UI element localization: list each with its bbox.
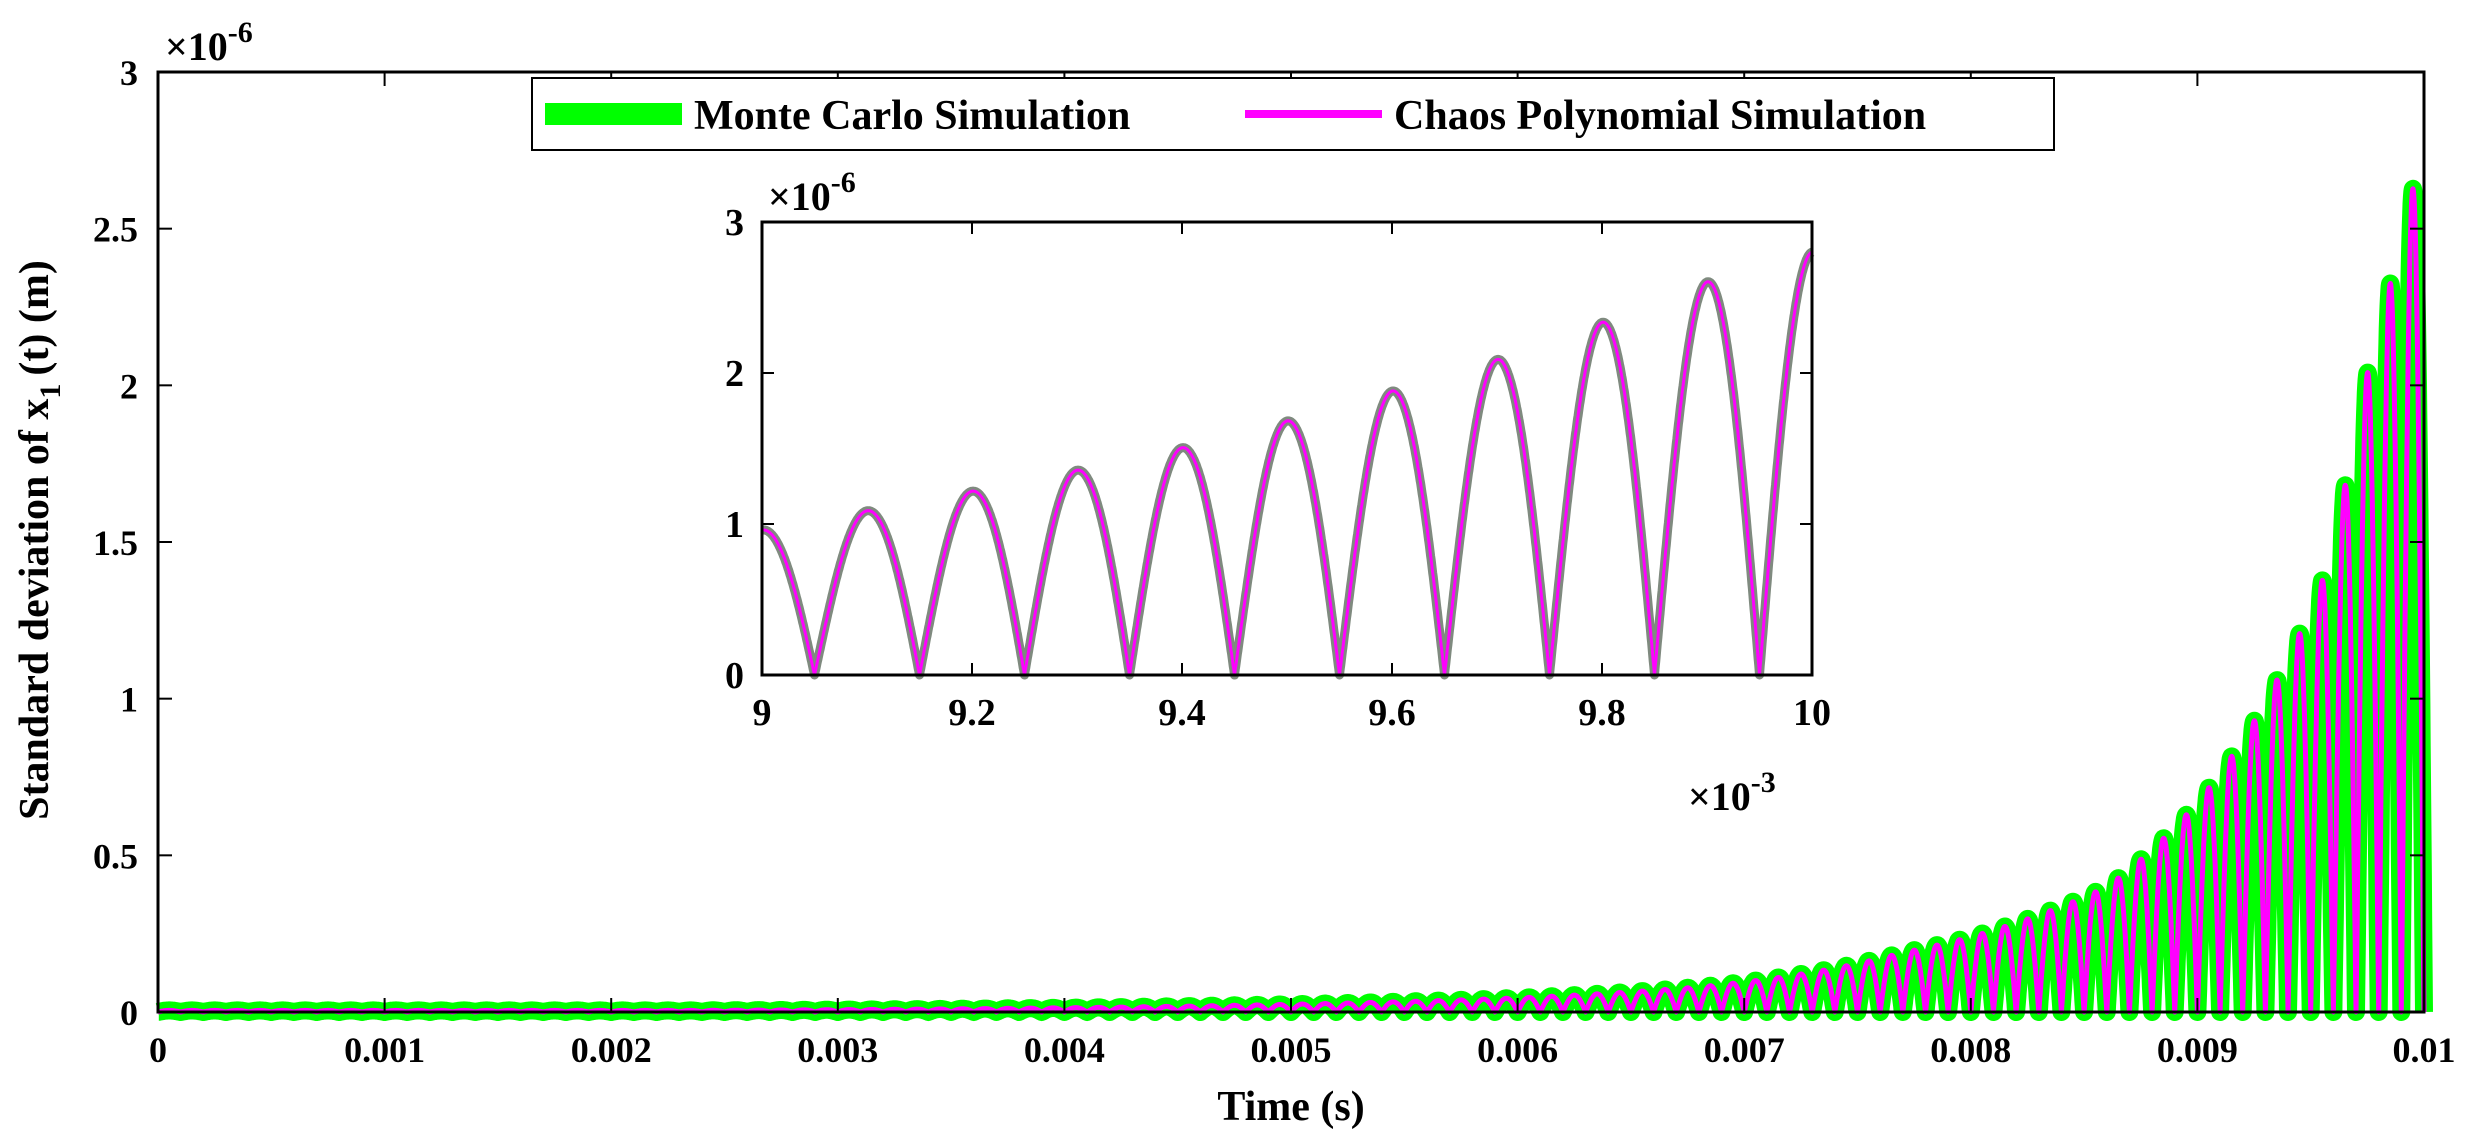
inset-x-tick-label: 9.8 [1578, 692, 1626, 734]
main-y-exponent-power: -6 [228, 16, 253, 49]
inset-axes-box [760, 220, 1814, 677]
inset-y-tick-label: 0 [725, 655, 744, 697]
y-tick-label: 1 [120, 680, 138, 720]
inset-x-tick-label: 10 [1793, 692, 1831, 734]
y-tick-label: 3 [120, 53, 138, 93]
x-axis-label: Time (s) [1217, 1084, 1364, 1130]
main-ticks: 0 0.001 0.002 0.003 0.004 0.005 0.006 0.007 0.00… [93, 53, 2456, 1070]
y-tick-label: 2.5 [93, 210, 138, 250]
x-tick-label: 0 [149, 1030, 167, 1070]
inset-x-exponent: ×10-3 [1688, 766, 1776, 819]
y-tick-label: 0.5 [93, 836, 138, 876]
x-tick-label: 0.009 [2157, 1030, 2238, 1070]
x-tick-label: 0.007 [1704, 1030, 1785, 1070]
inset-ticks: 9 9.2 9.4 9.6 9.8 10 0 1 2 3 [725, 202, 1831, 734]
inset-x-tick-label: 9.6 [1368, 692, 1416, 734]
x-tick-label: 0.001 [344, 1030, 425, 1070]
main-y-exponent: ×10-6 [165, 16, 253, 69]
inset-y-tick-label: 1 [725, 504, 744, 546]
y-tick-label: 2 [120, 366, 138, 406]
legend: Monte Carlo Simulation Chaos Polynomial … [531, 77, 2055, 151]
x-tick-label: 0.01 [2393, 1030, 2456, 1070]
x-tick-label: 0.003 [797, 1030, 878, 1070]
legend-label-monte-carlo: Monte Carlo Simulation [694, 93, 1130, 139]
y-tick-label: 0 [120, 993, 138, 1033]
inset-y-tick-label: 3 [725, 202, 744, 244]
x-tick-label: 0.008 [1930, 1030, 2011, 1070]
inset-series-chaos-polynomial-line [760, 250, 1814, 677]
legend-label-chaos: Chaos Polynomial Simulation [1394, 93, 1926, 139]
main-y-exponent-base: ×10 [165, 24, 228, 69]
inset-chart: 9 9.2 9.4 9.6 9.8 10 0 1 2 3 ×10-6 ×10-3 [725, 166, 1831, 819]
y-axis-label: Standard deviation of x1(t) (m) [12, 260, 67, 820]
inset-y-exponent: ×10-6 [768, 166, 856, 219]
inset-x-tick-label: 9 [753, 692, 772, 734]
inset-x-tick-label: 9.4 [1158, 692, 1206, 734]
inset-plot-data [757, 247, 1817, 680]
x-tick-label: 0.002 [571, 1030, 652, 1070]
y-tick-label: 1.5 [93, 523, 138, 563]
inset-x-tick-label: 9.2 [948, 692, 996, 734]
x-tick-label: 0.005 [1251, 1030, 1332, 1070]
inset-y-tick-label: 2 [725, 353, 744, 395]
x-tick-label: 0.004 [1024, 1030, 1105, 1070]
x-tick-label: 0.006 [1477, 1030, 1558, 1070]
inset-background [762, 222, 1812, 675]
